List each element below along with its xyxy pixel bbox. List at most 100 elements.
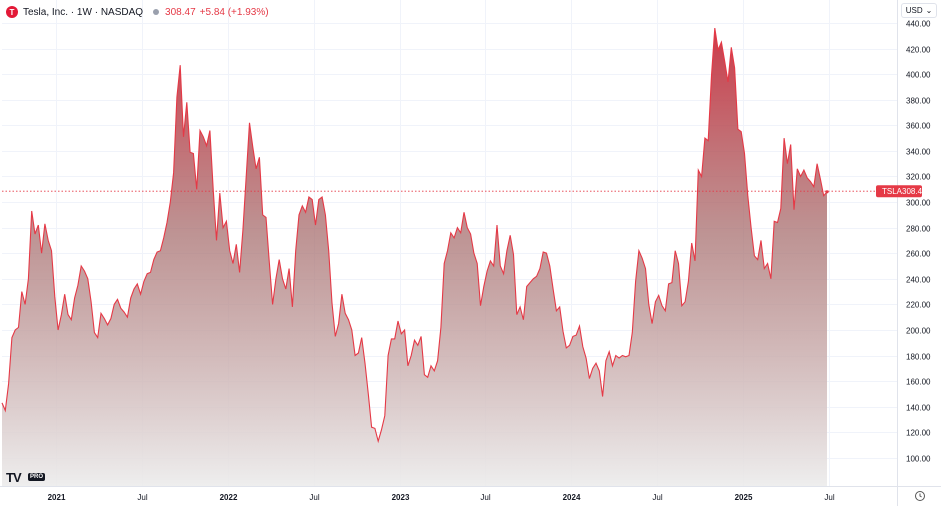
data-point — [44, 223, 46, 225]
data-point — [331, 302, 333, 304]
data-point — [384, 415, 386, 417]
data-point — [235, 243, 237, 245]
data-point — [578, 325, 580, 327]
data-point — [737, 128, 739, 130]
data-point — [80, 265, 82, 267]
data-point — [733, 67, 735, 69]
data-point — [766, 262, 768, 264]
data-point — [324, 214, 326, 216]
data-point — [552, 288, 554, 290]
legend-symbol-name: Tesla, Inc. — [23, 6, 69, 18]
data-point — [347, 319, 349, 321]
time-tick-label: 2021 — [48, 493, 66, 502]
data-point — [77, 284, 79, 286]
data-point — [133, 288, 135, 290]
data-point — [97, 336, 99, 338]
time-scale[interactable]: 2021 Jul 2022 Jul 2023 Jul 2024 Jul 2025 Jul — [48, 493, 835, 502]
data-point — [483, 285, 485, 287]
legend-exchange: NASDAQ — [100, 6, 144, 18]
price-tick-label: 120.00 — [906, 429, 931, 438]
price-tick-label: 100.00 — [906, 455, 931, 464]
price-tick-label: 380.00 — [906, 97, 931, 106]
data-point — [34, 233, 36, 235]
data-point — [370, 426, 372, 428]
data-point — [113, 303, 115, 305]
chevron-down-icon: ⌄ — [925, 6, 933, 15]
time-tick-label: Jul — [652, 493, 662, 502]
data-point — [7, 383, 9, 385]
data-point — [661, 305, 663, 307]
data-point — [126, 316, 128, 318]
data-point — [634, 280, 636, 282]
data-point — [390, 338, 392, 340]
data-point — [585, 357, 587, 359]
data-point — [697, 169, 699, 171]
data-point — [93, 331, 95, 333]
data-point — [196, 188, 198, 190]
time-tick-label: 2025 — [735, 493, 753, 502]
data-point — [799, 175, 801, 177]
data-point — [149, 271, 151, 273]
data-point — [24, 303, 26, 305]
last-price-tag-bg — [876, 185, 922, 198]
data-point — [819, 178, 821, 180]
data-point — [153, 258, 155, 260]
clock-icon[interactable] — [912, 490, 928, 504]
price-tick-label: 200.00 — [906, 327, 931, 336]
data-point — [717, 49, 719, 51]
data-point — [304, 211, 306, 213]
data-point — [423, 374, 425, 376]
data-point — [700, 175, 702, 177]
data-point — [446, 250, 448, 252]
data-point — [410, 354, 412, 356]
tesla-logo-icon: T — [6, 6, 18, 18]
data-point — [136, 283, 138, 285]
data-point — [400, 333, 402, 335]
price-tick-label: 260.00 — [906, 250, 931, 259]
data-point — [793, 209, 795, 211]
time-tick-label: 2023 — [392, 493, 410, 502]
symbol-legend[interactable]: T Tesla, Inc. · 1W · NASDAQ 308.47 +5.84… — [6, 4, 269, 20]
data-point — [809, 180, 811, 182]
data-point — [394, 338, 396, 340]
data-point — [704, 137, 706, 139]
data-point — [535, 275, 537, 277]
data-point — [31, 210, 33, 212]
data-point — [740, 131, 742, 133]
data-point — [219, 192, 221, 194]
data-point — [823, 195, 825, 197]
data-point — [70, 319, 72, 321]
data-point — [430, 365, 432, 367]
data-point — [40, 252, 42, 254]
price-tick-label: 400.00 — [906, 71, 931, 80]
data-point — [202, 136, 204, 138]
data-point — [328, 250, 330, 252]
data-point — [14, 329, 16, 331]
tradingview-badge: PRO — [28, 473, 46, 481]
data-point — [232, 262, 234, 264]
currency-selector[interactable]: USD ⌄ — [901, 3, 937, 18]
data-point — [460, 232, 462, 234]
data-point — [816, 163, 818, 165]
data-point — [568, 344, 570, 346]
data-point — [50, 250, 52, 252]
tradingview-logo-icon[interactable]: TV — [6, 470, 22, 485]
data-point — [17, 326, 19, 328]
time-tick-label: 2022 — [220, 493, 238, 502]
data-point — [318, 198, 320, 200]
price-tick-label: 180.00 — [906, 353, 931, 362]
data-point — [469, 233, 471, 235]
price-scale[interactable]: 100.00 120.00 140.00 160.00 180.00 200.00 220.… — [906, 20, 931, 464]
data-point — [631, 331, 633, 333]
data-point — [275, 278, 277, 280]
data-point — [625, 356, 627, 358]
data-point — [601, 395, 603, 397]
data-point — [374, 427, 376, 429]
data-point — [608, 351, 610, 353]
data-point — [648, 303, 650, 305]
data-point — [179, 64, 181, 66]
data-point — [786, 163, 788, 165]
data-point — [783, 137, 785, 139]
